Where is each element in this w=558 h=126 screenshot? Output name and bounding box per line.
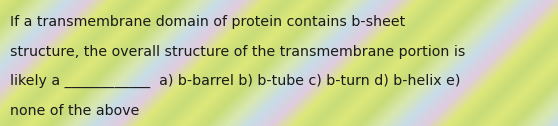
- Text: structure, the overall structure of the transmembrane portion is: structure, the overall structure of the …: [10, 45, 465, 59]
- Text: likely a ____________  a) b-barrel b) b-tube c) b-turn d) b-helix e): likely a ____________ a) b-barrel b) b-t…: [10, 74, 460, 88]
- Text: none of the above: none of the above: [10, 104, 140, 118]
- Text: If a transmembrane domain of protein contains b-sheet: If a transmembrane domain of protein con…: [10, 15, 405, 29]
